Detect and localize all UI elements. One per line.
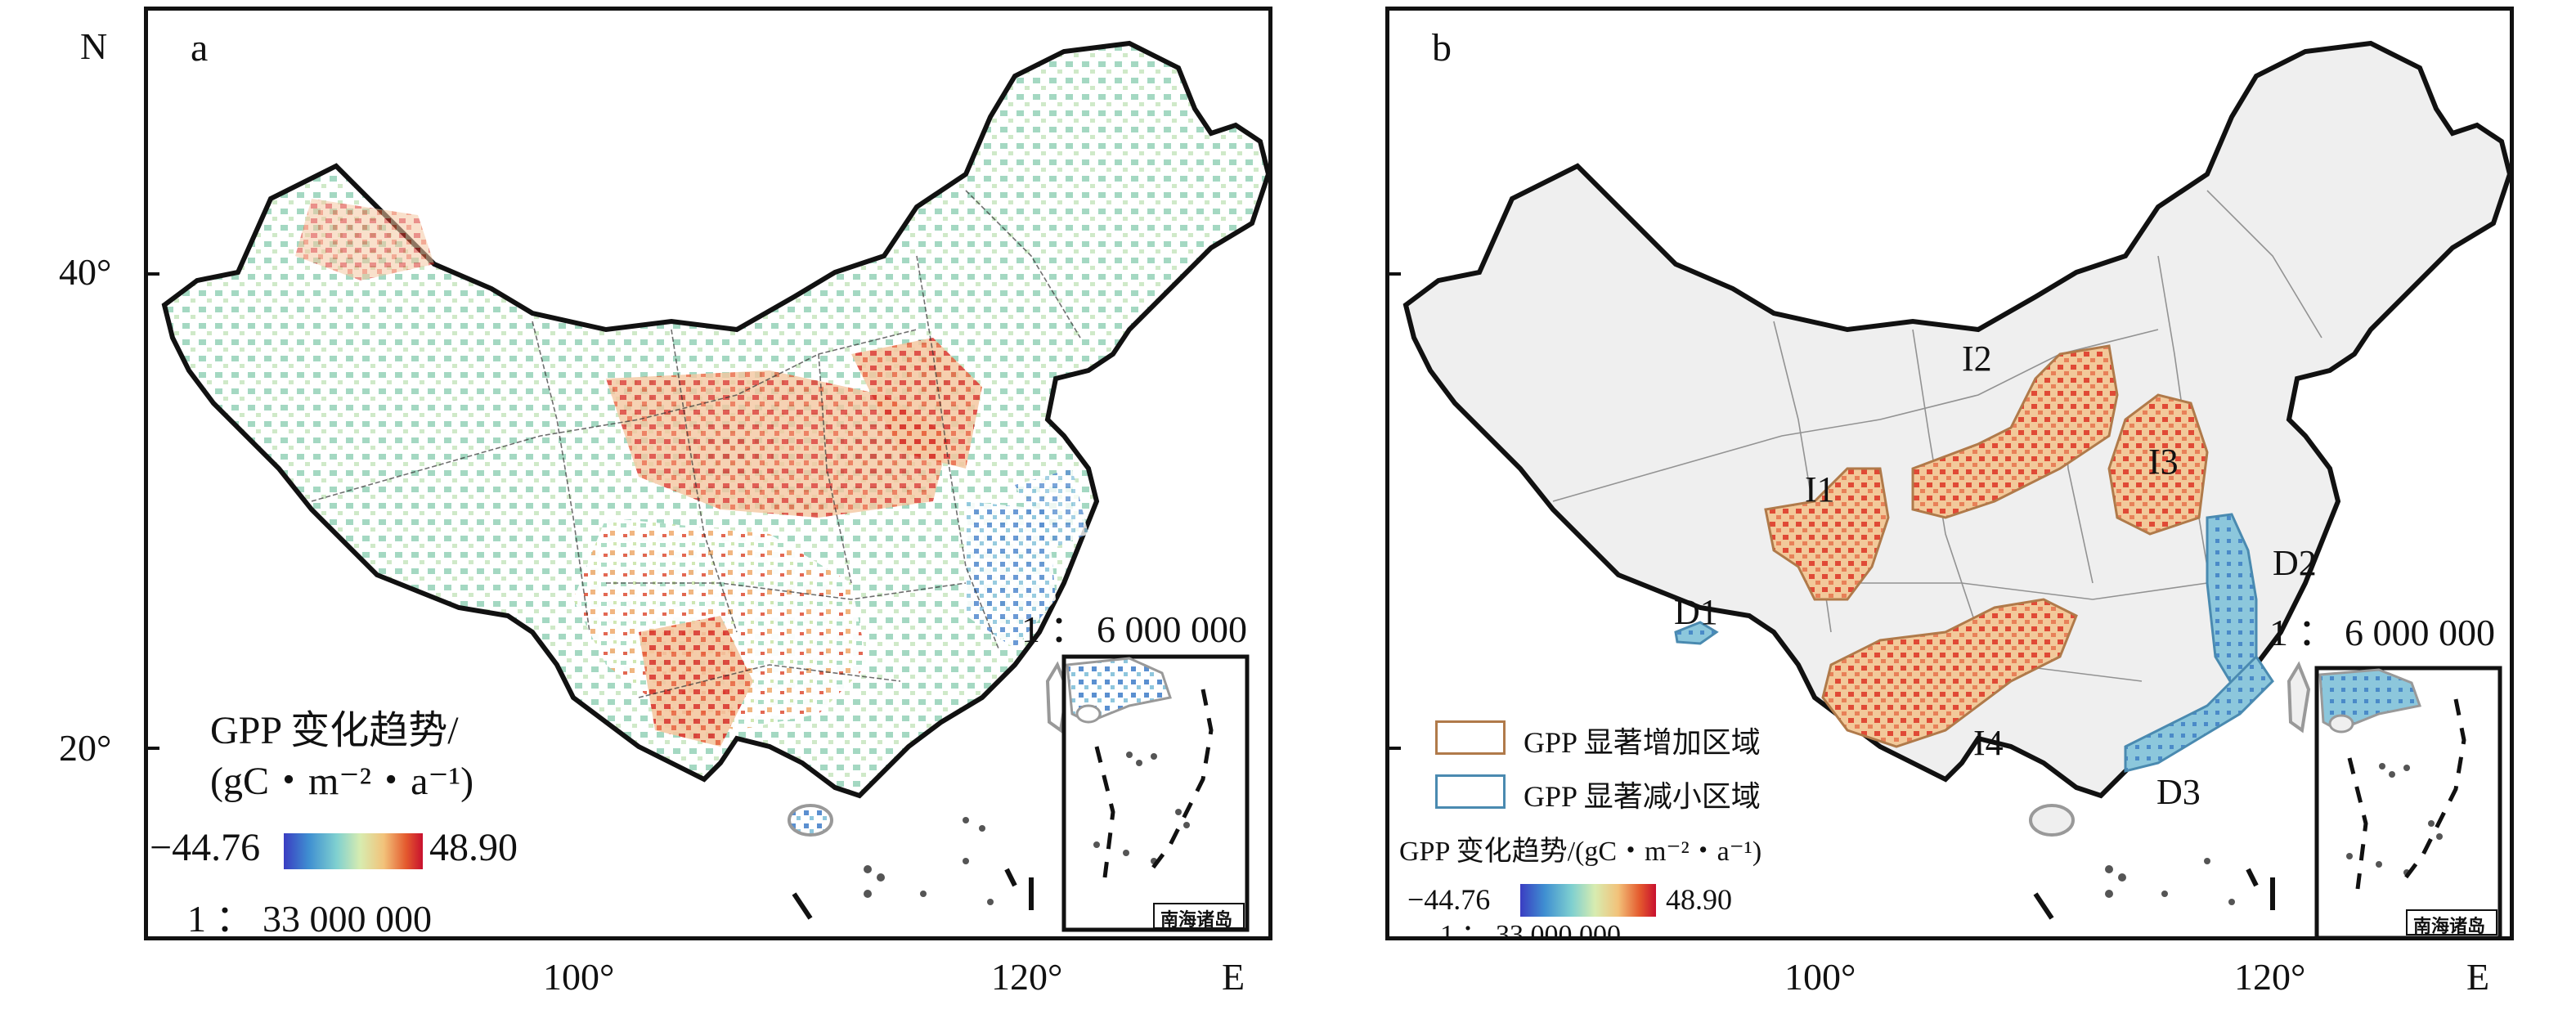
legend-decrease-label: GPP 显著减小区域: [1524, 780, 1761, 813]
region-label-i1: I1: [1805, 469, 1835, 509]
region-label-d3: D3: [2156, 772, 2201, 812]
region-d1: [1674, 621, 1719, 645]
inset-name-b: 南海诸岛: [2413, 917, 2486, 937]
legend-title-line1-a: GPP 变化趋势/: [210, 709, 459, 752]
legend-title-line2-a: (gC・m⁻²・a⁻¹): [210, 760, 474, 803]
inset-scale-a: 1 ： 6 000 000: [1021, 608, 1247, 650]
region-i2: [1911, 344, 2119, 519]
region-label-i3: I3: [2148, 442, 2179, 482]
lon-100-label-a: 100°: [543, 956, 615, 998]
region-i1: [1764, 467, 1890, 601]
inset-scale-b: 1 ： 6 000 000: [2269, 612, 2495, 653]
lon-120-label-b: 120°: [2234, 956, 2306, 998]
cbar-max-b: 48.90: [1666, 883, 1732, 916]
cbar-min-b: −44.76: [1407, 883, 1491, 916]
gpp-trend-map-a: [148, 40, 1268, 932]
map-scale-b: 1 ： 33 000 000: [1440, 920, 1621, 940]
lat-20-label-a: 20°: [59, 727, 112, 769]
legend-increase-swatch: [1435, 720, 1506, 755]
region-d3: [2124, 654, 2274, 773]
map-scale-a: 1 ： 33 000 000: [187, 898, 432, 940]
map-panel-b: b 1 ： 6 000 000 南海诸岛 I1 I2 I3 I4 D1 D2 D…: [1385, 7, 2514, 940]
panel-label-a: a: [191, 26, 209, 70]
colorbar-a: [284, 833, 423, 869]
map-panel-a: a 1 ： 6 000 000 南海诸岛 GPP 变化趋势/ (gC・m⁻²・a…: [144, 7, 1272, 940]
region-label-d1: D1: [1674, 592, 1718, 632]
east-label-b: E: [2466, 956, 2490, 998]
gpp-significance-map-b: [1389, 40, 2510, 936]
region-label-i4: I4: [1973, 723, 2004, 763]
lat-40-label-a: 40°: [59, 251, 112, 293]
cbar-max-a: 48.90: [429, 826, 518, 869]
lon-100-label-b: 100°: [1784, 956, 1856, 998]
panel-label-b: b: [1432, 26, 1452, 70]
cbar-min-a: −44.76: [150, 826, 261, 869]
legend-decrease-swatch: [1435, 774, 1506, 809]
legend-title-b: GPP 变化趋势/(gC・m⁻²・a⁻¹): [1399, 837, 1762, 867]
region-i4: [1821, 598, 2078, 748]
north-label: N: [80, 25, 108, 67]
east-label-a: E: [1222, 956, 1245, 998]
inset-name-a: 南海诸岛: [1160, 910, 1233, 931]
lon-120-label-a: 120°: [991, 956, 1063, 998]
region-i3: [2107, 393, 2209, 536]
colorbar-b: [1520, 884, 1656, 917]
region-label-d2: D2: [2273, 543, 2317, 583]
legend-increase-label: GPP 显著增加区域: [1524, 726, 1761, 759]
region-label-i2: I2: [1962, 339, 1992, 379]
